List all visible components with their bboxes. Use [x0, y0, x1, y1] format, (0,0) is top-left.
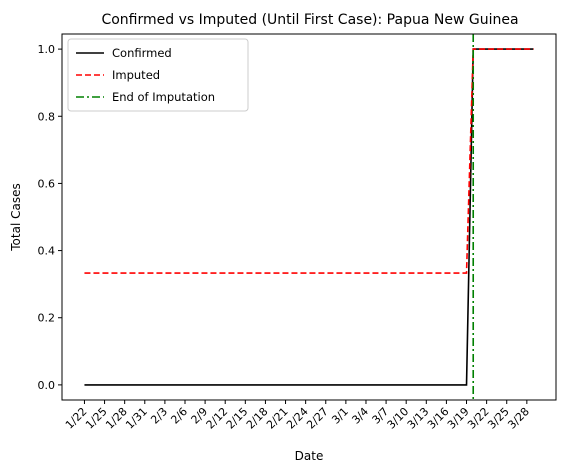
series-line-confirmed [84, 48, 534, 386]
legend-label: Imputed [112, 68, 160, 82]
x-tick-label: 3/19 [445, 405, 472, 432]
x-tick-label: 3/13 [405, 405, 432, 432]
y-axis-label: Total Cases [9, 183, 23, 251]
x-tick-label: 1/22 [63, 405, 90, 432]
y-tick-label: 0.4 [38, 245, 56, 258]
x-tick-label: 2/27 [304, 405, 331, 432]
x-tick-label: 2/6 [168, 405, 190, 427]
x-tick-label: 3/4 [349, 405, 371, 427]
x-tick-label: 2/21 [264, 405, 291, 432]
x-tick-label: 2/24 [284, 405, 311, 432]
y-tick-label: 1.0 [38, 43, 56, 56]
x-tick-label: 1/25 [83, 405, 110, 432]
y-tick-label: 0.6 [38, 177, 56, 190]
x-tick-label: 2/18 [244, 405, 271, 432]
x-tick-label: 2/12 [204, 405, 231, 432]
y-tick-label: 0.8 [38, 110, 56, 123]
x-tick-label: 3/28 [505, 405, 532, 432]
series-line-imputed [84, 48, 534, 274]
x-axis-label: Date [295, 449, 324, 463]
legend-label: End of Imputation [112, 90, 215, 104]
y-tick-label: 0.2 [38, 312, 56, 325]
plot-frame [61, 33, 557, 401]
chart-title: Confirmed vs Imputed (Until First Case):… [101, 12, 518, 28]
x-tick-label: 3/25 [485, 405, 512, 432]
legend: Confirmed Imputed End of Imputation [67, 38, 249, 112]
x-tick-label: 2/15 [224, 405, 251, 432]
legend-box [67, 38, 249, 112]
x-tick-label: 3/1 [329, 405, 351, 427]
x-tick-label: 1/31 [123, 405, 150, 432]
x-tick-label: 3/10 [385, 405, 412, 432]
x-tick-label: 3/16 [425, 405, 452, 432]
y-tick-label: 0.0 [38, 379, 56, 392]
x-tick-label: 3/22 [465, 405, 492, 432]
x-tick-label: 1/28 [103, 405, 130, 432]
x-tick-label: 2/3 [148, 405, 170, 427]
legend-label: Confirmed [112, 46, 172, 60]
